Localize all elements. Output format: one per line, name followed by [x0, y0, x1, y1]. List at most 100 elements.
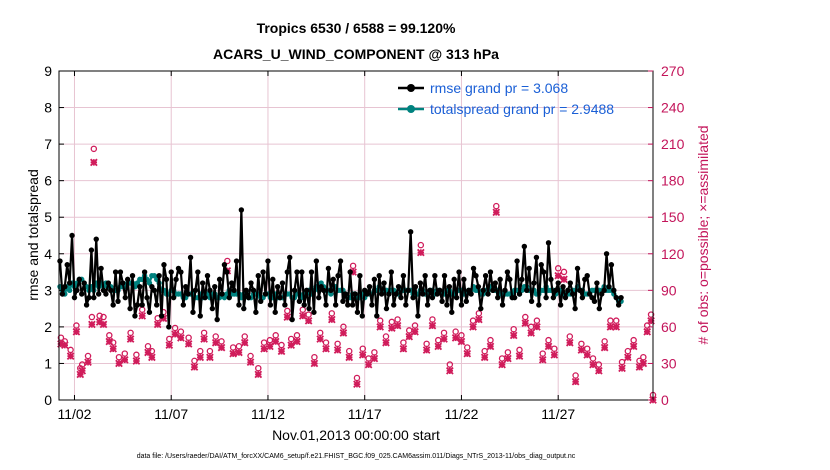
rmse-point-117	[340, 298, 346, 304]
obs-assimilated-marker-106	[643, 327, 652, 336]
rmse-point-127	[364, 291, 370, 297]
rmse-point-189	[514, 258, 520, 264]
x-tick-label-1: 11/07	[154, 406, 188, 422]
rmse-point-181	[495, 294, 501, 301]
obs-assimilated-marker-82	[509, 331, 518, 340]
rmse-point-9	[79, 291, 85, 297]
rmse-point-60	[202, 294, 208, 301]
rmse-point-180	[492, 280, 499, 286]
obs-assimilated-marker-58	[370, 354, 379, 363]
obs-possible-marker-81	[504, 349, 512, 356]
obs-possible-marker-91	[560, 268, 568, 276]
y-axis-right: 0 30 60 90 120 150 180 210 240 270	[648, 63, 685, 408]
obs-possible-marker-90	[554, 265, 562, 272]
obs-assimilated-marker-11	[105, 337, 114, 346]
obs-possible-marker-99	[607, 317, 614, 324]
rmse-point-2	[62, 283, 68, 290]
rmse-point-176	[482, 273, 489, 279]
rmse-point-79	[248, 280, 254, 286]
rmse-point-193	[524, 287, 530, 294]
obs-assimilated-marker-37	[254, 370, 263, 379]
rmse-point-205	[553, 287, 559, 294]
y2-tick-label-4: 120	[661, 246, 685, 262]
y2-axis-label: # of obs: o=possible; ×=assimilated	[695, 125, 711, 344]
y2-tick-label-7: 210	[661, 136, 685, 152]
obs-possible-marker-89	[551, 345, 558, 352]
rmse-point-39	[151, 287, 157, 294]
rmse-point-35	[141, 269, 148, 275]
rmse-point-58	[197, 313, 203, 319]
rmse-point-232	[618, 294, 624, 301]
rmse-point-30	[129, 273, 136, 279]
obs-possible-marker-105	[640, 353, 647, 361]
obs-assimilated-marker-46	[304, 316, 313, 325]
rmse-point-107	[316, 294, 322, 301]
rmse-point-166	[458, 302, 465, 308]
rmse-point-206	[555, 280, 561, 286]
rmse-point-96	[289, 316, 295, 323]
rmse-point-230	[613, 294, 619, 301]
y2-tick-label-3: 90	[661, 282, 677, 298]
rmse-point-56	[192, 287, 199, 294]
rmse-point-157	[436, 287, 443, 294]
rmse-point-212	[570, 291, 576, 297]
obs-possible-marker-68	[429, 316, 436, 323]
obs-possible-marker-35	[241, 333, 248, 340]
y2-tick-label-6: 180	[661, 173, 685, 189]
obs-assimilated-marker-44	[293, 337, 301, 346]
rmse-point-218	[584, 273, 590, 279]
y-tick-label-5: 5	[44, 209, 52, 225]
obs-possible-marker-48	[316, 329, 324, 337]
plot-series	[57, 145, 657, 404]
rmse-point-165	[456, 269, 462, 275]
rmse-point-23	[112, 269, 119, 275]
obs-assimilated-marker-84	[521, 319, 530, 328]
obs-assimilated-marker-70	[440, 335, 448, 343]
rmse-point-72	[231, 287, 237, 294]
obs-possible-marker-59	[376, 317, 384, 324]
obs-possible-marker-54	[349, 262, 357, 270]
rmse-point-115	[335, 273, 341, 279]
rmse-point-223	[596, 305, 603, 312]
obs-possible-marker-46	[305, 311, 312, 318]
obs-possible-marker-88	[545, 336, 552, 344]
obs-assimilated-marker-75	[469, 323, 477, 331]
legend: rmse grand pr = 3.068 totalspread grand …	[398, 80, 614, 117]
obs-possible-marker-95	[583, 345, 591, 352]
data-file-footer: data file: /Users/raeder/DAI/ATM_forcXX/…	[137, 453, 576, 460]
rmse-point-78	[245, 294, 252, 301]
obs-possible-marker-107	[647, 311, 655, 318]
rmse-point-125	[359, 313, 365, 319]
rmse-point-55	[190, 309, 196, 315]
rmse-point-66	[216, 276, 223, 283]
rmse-point-81	[253, 309, 259, 315]
obs-possible-marker-2	[67, 346, 74, 354]
rmse-point-221	[591, 298, 598, 304]
y-tick-label-3: 3	[44, 282, 52, 298]
obs-possible-marker-52	[340, 323, 347, 331]
rmse-point-113	[330, 276, 336, 283]
obs-assimilated-marker-55	[353, 380, 361, 388]
obs-possible-marker-71	[446, 361, 454, 368]
rmse-point-104	[308, 269, 315, 275]
obs-possible-marker-36	[247, 352, 254, 360]
obs-assimilated-marker-83	[515, 352, 524, 360]
obs-assimilated-marker-62	[393, 321, 402, 330]
rmse-point-204	[550, 294, 557, 301]
obs-possible-marker-9	[96, 312, 103, 320]
x-tick-label-0: 11/02	[57, 406, 91, 422]
rmse-point-120	[347, 269, 353, 275]
rmse-point-132	[376, 273, 382, 279]
obs-possible-marker-44	[293, 332, 301, 339]
rmse-point-146	[410, 294, 416, 301]
rmse-point-226	[603, 251, 610, 257]
obs-possible-marker-86	[533, 317, 541, 324]
obs-possible-marker-78	[487, 336, 494, 344]
obs-possible-marker-100	[612, 317, 620, 324]
obs-assimilated-marker-48	[316, 335, 325, 343]
rmse-point-47	[170, 294, 177, 301]
rmse-point-116	[337, 258, 344, 264]
grid-lines	[59, 71, 653, 400]
obs-assimilated-marker-101	[618, 364, 626, 373]
rmse-point-177	[485, 291, 491, 297]
